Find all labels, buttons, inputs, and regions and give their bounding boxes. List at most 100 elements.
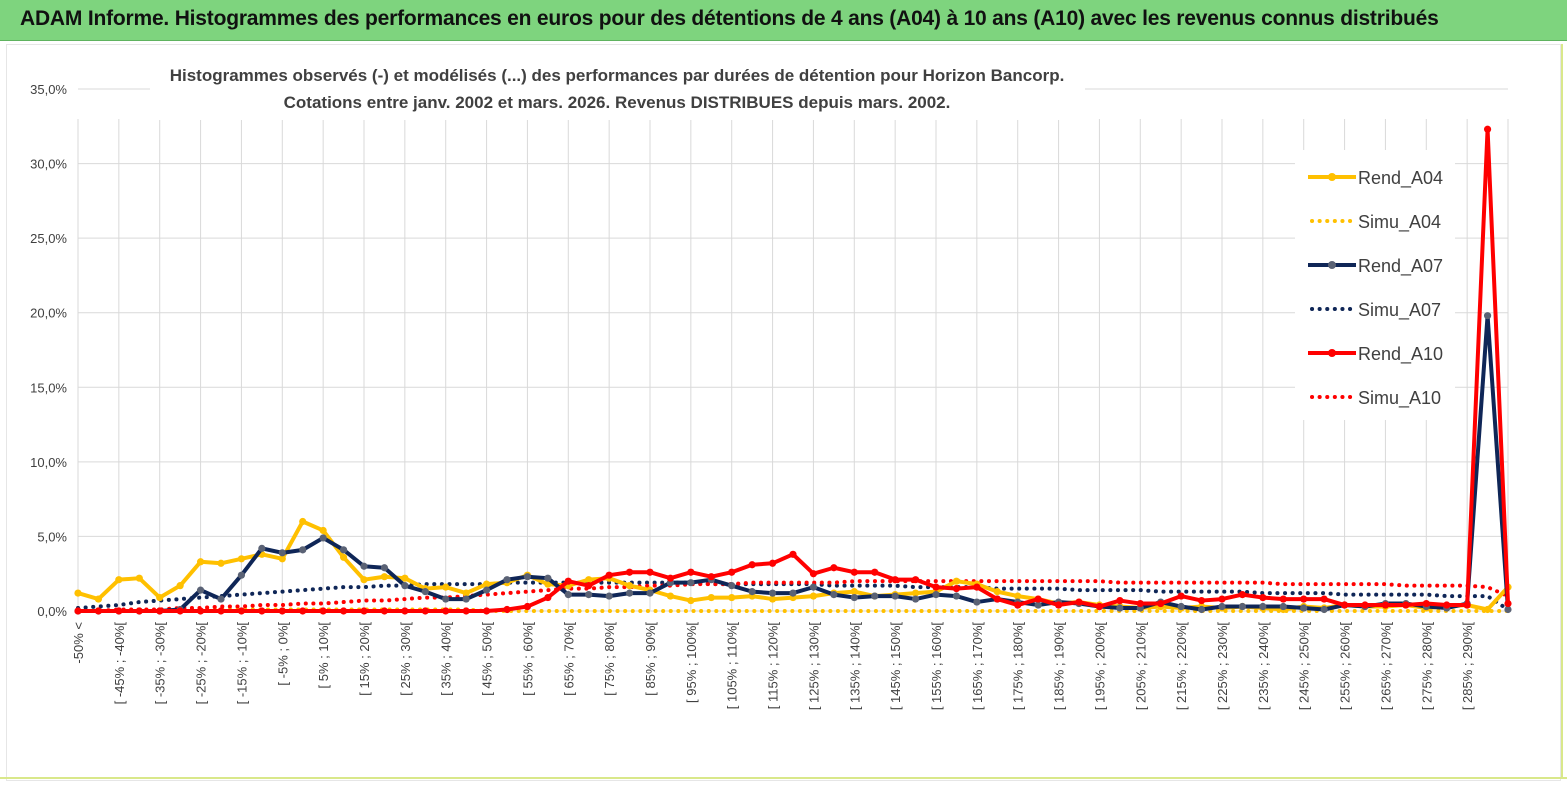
data-point-rend-a10	[1483, 125, 1492, 133]
data-point-rend-a10	[687, 568, 695, 576]
data-point-rend-a07	[850, 593, 858, 602]
chart-border	[6, 44, 1561, 781]
data-point-rend-a07	[789, 589, 797, 597]
data-point-rend-a04	[380, 573, 389, 581]
data-point-rend-a10	[135, 607, 143, 615]
data-point-rend-a10	[1504, 599, 1512, 608]
x-tick-label: [ -15% ; -10%[	[234, 622, 249, 705]
data-point-rend-a07	[728, 582, 736, 590]
data-point-rend-a07	[299, 546, 307, 554]
data-point-rend-a10	[380, 607, 389, 615]
data-point-rend-a10	[1422, 599, 1430, 608]
data-point-rend-a10	[646, 568, 654, 576]
data-point-rend-a10	[1238, 590, 1247, 599]
chart-title: Histogrammes observés (-) et modélisés (…	[170, 66, 1065, 85]
data-point-rend-a04	[768, 595, 777, 603]
data-point-rend-a07	[278, 549, 286, 557]
x-tick-label: [ 25% ; 30%[	[398, 622, 413, 696]
x-tick-label: [ 245% ; 250%[	[1297, 622, 1312, 711]
data-point-rend-a04	[544, 580, 552, 588]
data-point-rend-a10	[1259, 593, 1267, 602]
report-banner: ADAM Informe. Histogrammes des performan…	[0, 0, 1567, 41]
data-point-rend-a10	[1014, 601, 1022, 609]
data-point-rend-a04	[585, 576, 593, 584]
data-point-rend-a04	[728, 593, 736, 602]
x-tick-label: [ 125% ; 130%[	[806, 622, 821, 711]
data-point-rend-a10	[421, 607, 429, 615]
data-point-rend-a07	[442, 595, 450, 603]
data-point-rend-a07	[196, 586, 205, 594]
data-point-rend-a07	[687, 579, 695, 587]
series-line-simu-a10	[76, 579, 1510, 613]
data-point-rend-a10	[850, 568, 858, 576]
x-tick-label: [ 5% ; 10%[	[316, 622, 331, 689]
data-point-rend-a10	[871, 568, 879, 576]
data-point-rend-a04	[1014, 592, 1022, 600]
data-point-rend-a04	[196, 558, 205, 566]
data-point-rend-a10	[891, 576, 899, 584]
data-point-rend-a10	[707, 573, 715, 581]
chart-titles: Histogrammes observés (-) et modélisés (…	[150, 58, 1085, 120]
data-point-rend-a07	[748, 588, 756, 596]
data-point-rend-a07	[564, 590, 572, 599]
data-point-rend-a10	[339, 607, 348, 615]
data-point-rend-a10	[1402, 601, 1410, 609]
data-point-rend-a07	[891, 592, 899, 600]
data-point-rend-a07	[625, 589, 634, 597]
data-point-rend-a07	[462, 595, 470, 603]
data-point-rend-a07	[1320, 605, 1328, 614]
data-point-rend-a10	[1443, 601, 1451, 609]
x-tick-label: [ 85% ; 90%[	[643, 622, 658, 696]
data-point-rend-a10	[809, 570, 818, 578]
x-tick-label: [ 55% ; 60%[	[520, 622, 535, 696]
data-point-rend-a10	[768, 559, 777, 567]
x-tick-label: [ 145% ; 150%[	[888, 622, 903, 711]
x-tick-label: [ -35% ; -30%[	[153, 622, 168, 705]
data-point-rend-a07	[1177, 602, 1185, 611]
y-tick-label: 35,0%	[30, 82, 67, 97]
data-point-rend-a04	[156, 593, 164, 602]
data-point-rend-a07	[768, 589, 777, 597]
data-point-rend-a07	[952, 592, 961, 600]
x-tick-label: [ 255% ; 260%[	[1338, 622, 1353, 711]
data-point-rend-a07	[503, 576, 511, 584]
x-axis-labels: -50% < [ -45% ; -40%[[ -35% ; -30%[[ -25%…	[71, 622, 1475, 711]
data-point-rend-a07	[1300, 604, 1308, 612]
data-point-rend-a07	[809, 583, 818, 591]
x-tick-label: [ 265% ; 270%[	[1378, 622, 1393, 711]
data-point-rend-a10	[1034, 595, 1042, 603]
data-point-rend-a04	[993, 588, 1001, 596]
x-tick-label: [ 195% ; 200%[	[1092, 622, 1107, 711]
data-point-rend-a10	[1361, 601, 1369, 609]
data-point-rend-a10	[830, 564, 838, 572]
data-point-rend-a04	[278, 555, 286, 563]
data-point-rend-a10	[1075, 598, 1083, 606]
x-tick-label: [ 115% ; 120%[	[766, 622, 781, 710]
data-point-rend-a10	[1136, 599, 1144, 608]
data-point-rend-a10	[1320, 595, 1328, 603]
data-point-rend-a10	[1054, 601, 1063, 609]
data-point-rend-a10	[196, 607, 205, 615]
data-point-rend-a04	[115, 576, 123, 584]
data-point-rend-a10	[625, 568, 634, 576]
data-point-rend-a10	[1157, 599, 1165, 608]
x-tick-label: [ 75% ; 80%[	[602, 622, 617, 696]
data-point-rend-a07	[646, 589, 654, 597]
y-tick-label: 5,0%	[37, 529, 67, 544]
data-point-rend-a04	[625, 582, 634, 590]
x-tick-label: [ 175% ; 180%[	[1011, 622, 1026, 711]
data-point-rend-a07	[932, 590, 940, 599]
data-point-rend-a04	[74, 589, 82, 597]
y-tick-label: 30,0%	[30, 157, 67, 172]
data-point-rend-a10	[1463, 601, 1471, 609]
data-point-rend-a07	[973, 598, 981, 606]
data-point-rend-a04	[462, 589, 470, 597]
data-point-rend-a04	[299, 517, 307, 526]
legend-marker-rend-a10	[1328, 349, 1336, 357]
x-tick-label: [ 185% ; 190%[	[1052, 622, 1067, 711]
data-point-rend-a07	[1034, 601, 1042, 609]
data-point-rend-a10	[258, 607, 266, 615]
data-point-rend-a10	[278, 607, 286, 615]
